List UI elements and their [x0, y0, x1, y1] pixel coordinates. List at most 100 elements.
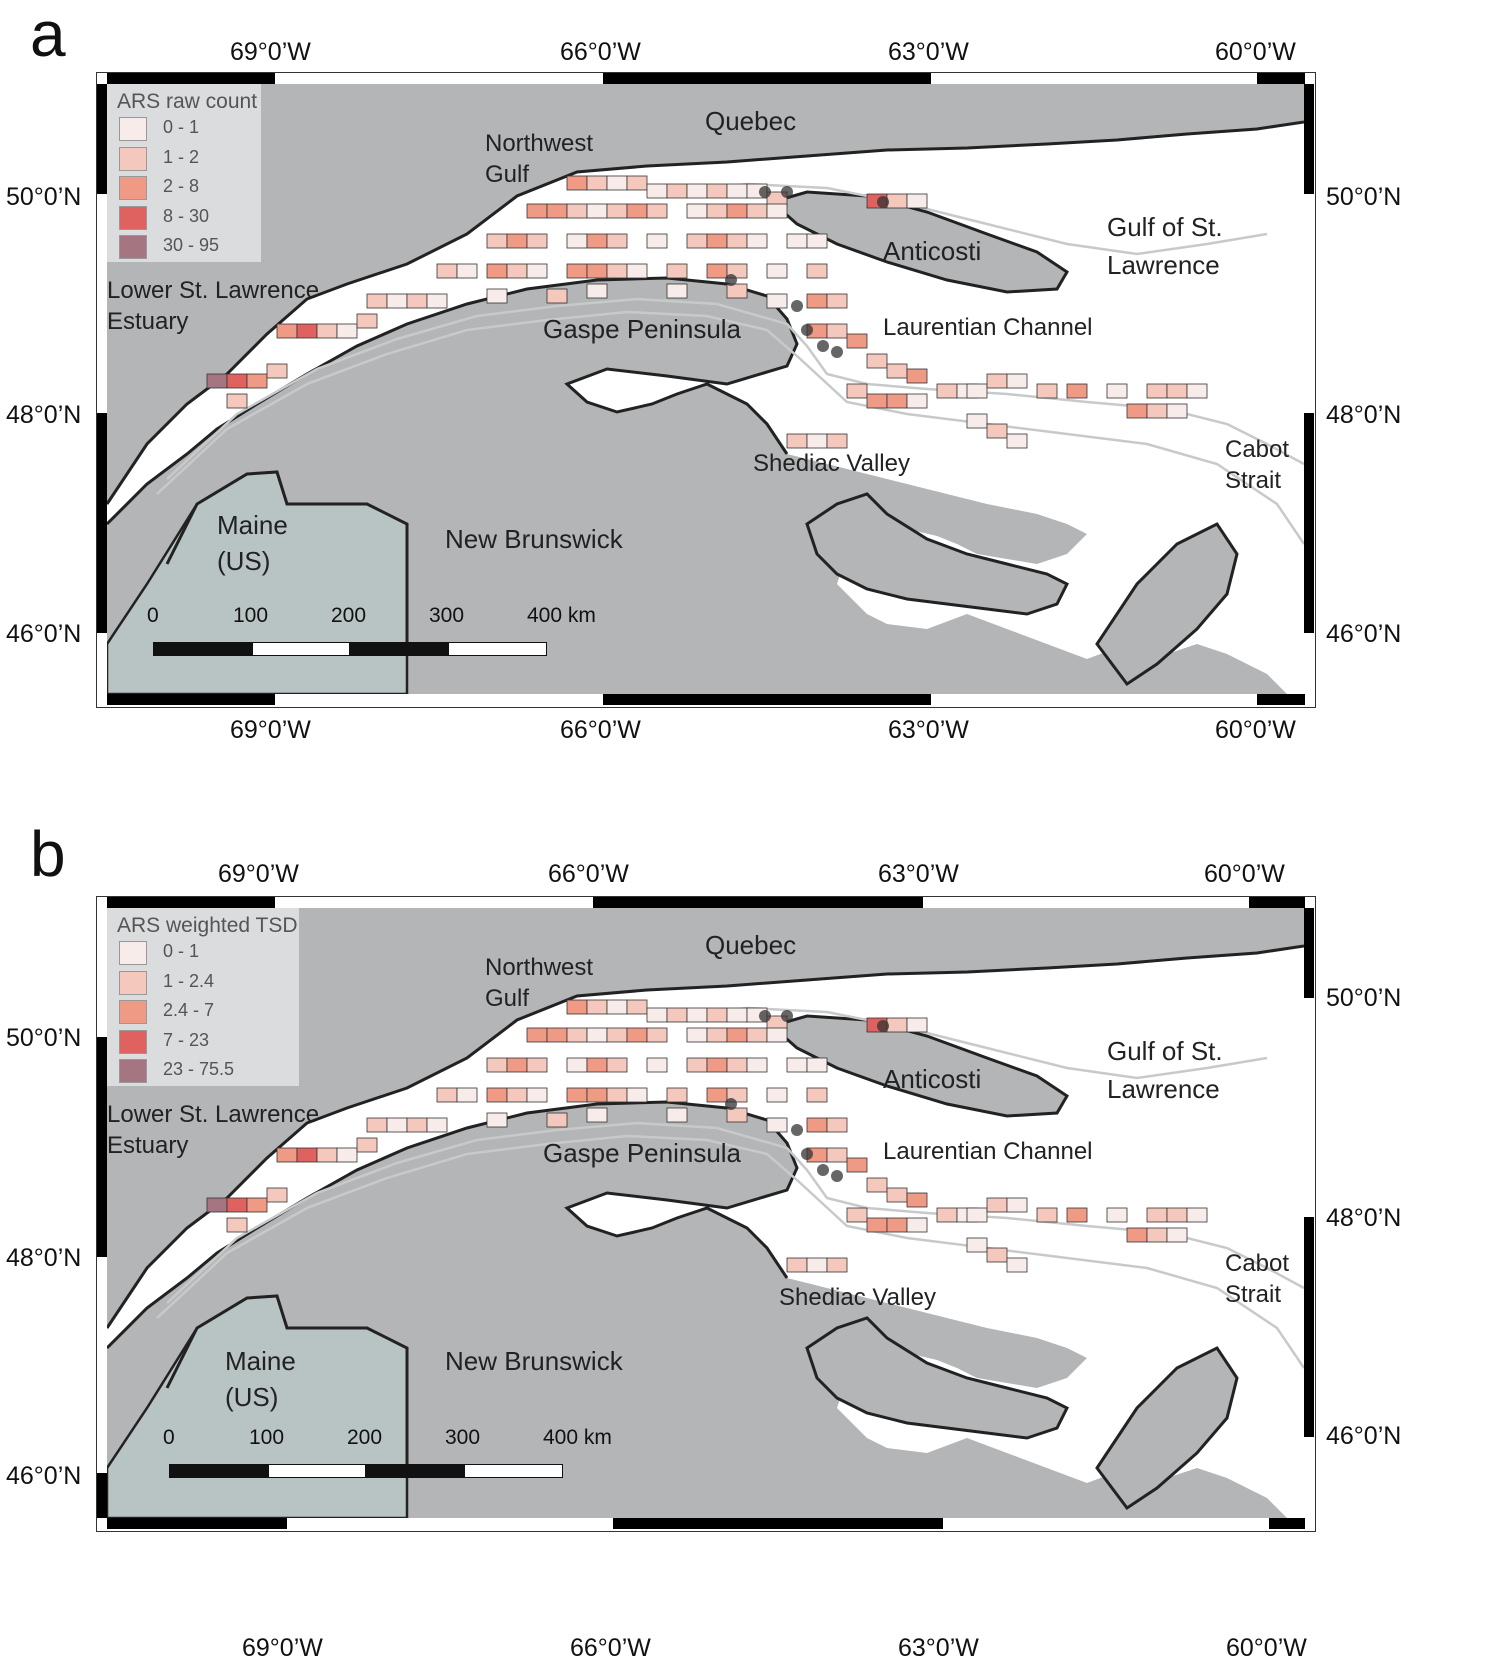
place-label-gulf: Gulf of St. [1107, 212, 1223, 242]
grid-cell [686, 1057, 708, 1073]
grid-cell [906, 368, 928, 384]
place-label-lower-estuary: Lower St. Lawrence [107, 277, 320, 304]
lat-label-right: 48°0’N [1326, 1204, 1402, 1232]
station-marker [831, 346, 843, 358]
graticule-edge [1304, 84, 1314, 194]
lat-label-left: 46°0’N [6, 620, 82, 648]
grid-cell [646, 1007, 668, 1023]
grid-cell [826, 1257, 848, 1273]
grid-cell [986, 1247, 1008, 1263]
grid-cell [626, 999, 648, 1015]
legend-swatch [119, 176, 147, 200]
grid-cell [486, 288, 508, 304]
grid-cell [806, 1087, 828, 1103]
grid-cell [666, 1007, 688, 1023]
grid-cell [846, 1207, 868, 1223]
grid-cell [566, 1027, 588, 1043]
graticule-edge [107, 1518, 287, 1529]
grid-cell [726, 1107, 748, 1123]
place-label-gulf: Gulf of St. [1107, 1036, 1223, 1066]
grid-cell [826, 1147, 848, 1163]
scale-tick-label: 100 [233, 604, 269, 627]
place-label-gaspe: Gaspe Peninsula [543, 314, 742, 344]
station-marker [725, 1098, 737, 1110]
grid-cell [386, 293, 408, 309]
grid-cell [766, 293, 788, 309]
grid-cell [586, 999, 608, 1015]
grid-cell [766, 203, 788, 219]
lon-label-bottom: 63°0’W [898, 1634, 979, 1662]
grid-cell [1006, 373, 1028, 389]
grid-cell [456, 1087, 478, 1103]
lon-label-top: 66°0’W [560, 38, 641, 66]
grid-cell [686, 1007, 708, 1023]
grid-cell [526, 233, 548, 249]
station-marker [759, 1010, 771, 1022]
grid-cell [486, 1112, 508, 1128]
grid-cell [246, 373, 268, 389]
graticule-edge [1269, 1518, 1305, 1529]
grid-cell [526, 203, 548, 219]
grid-cell [806, 1117, 828, 1133]
grid-cell [606, 263, 628, 279]
grid-cell [606, 999, 628, 1015]
grid-cell [646, 1027, 668, 1043]
grid-cell [1186, 383, 1208, 399]
lat-label-left: 50°0’N [6, 183, 82, 211]
grid-cell [566, 263, 588, 279]
grid-cell [1126, 1227, 1148, 1243]
place-label-laurentian: Laurentian Channel [883, 314, 1093, 341]
lon-label-top: 66°0’W [548, 860, 629, 888]
grid-cell [566, 203, 588, 219]
grid-cell [666, 183, 688, 199]
grid-cell [276, 323, 298, 339]
place-label-lower-estuary: Estuary [107, 308, 189, 335]
legend-label: 1 - 2 [163, 147, 200, 167]
isobath [666, 1006, 1268, 1080]
legend: ARS raw count 0 - 1 1 - 2 2 - 8 8 - 30 3… [107, 84, 261, 262]
graticule-edge [1257, 694, 1305, 705]
graticule-edge [613, 1518, 943, 1529]
place-label-maine: Maine [225, 1346, 296, 1376]
pei-island [807, 494, 1067, 614]
grid-cell [906, 1017, 928, 1033]
grid-cell [586, 1087, 608, 1103]
place-label-cabot: Cabot [1225, 1250, 1290, 1277]
grid-cell [866, 1217, 888, 1233]
grid-cell [666, 1087, 688, 1103]
cape-breton [1097, 1348, 1237, 1508]
grid-cell [906, 193, 928, 209]
graticule-edge [1257, 73, 1305, 84]
map-frame: ARS raw count 0 - 1 1 - 2 2 - 8 8 - 30 3… [96, 72, 1316, 708]
grid-cell [226, 1217, 248, 1233]
grid-cell [766, 1087, 788, 1103]
graticule-edge [1304, 1217, 1314, 1437]
grid-cell [706, 203, 728, 219]
graticule-edge [603, 694, 931, 705]
graticule-edge [1249, 897, 1305, 908]
grid-cell [606, 1057, 628, 1073]
legend-label: 2.4 - 7 [163, 1000, 215, 1020]
grid-cell [356, 313, 378, 329]
place-label-gulf: Lawrence [1107, 250, 1220, 280]
grid-cell [1166, 1227, 1188, 1243]
grid-cell [1166, 1207, 1188, 1223]
grid-cell [826, 1117, 848, 1133]
lon-label-top: 69°0’W [230, 38, 311, 66]
grid-cell [706, 1087, 728, 1103]
grid-cell [906, 393, 928, 409]
grid-cell [1146, 1227, 1168, 1243]
grid-cell [706, 1007, 728, 1023]
grid-cell [586, 233, 608, 249]
grid-cell [356, 1137, 378, 1153]
grid-cell [686, 233, 708, 249]
grid-cell [986, 373, 1008, 389]
graticule-edge [107, 694, 275, 705]
place-label-shediac: Shediac Valley [753, 450, 910, 477]
grid-cell [1036, 383, 1058, 399]
place-label-lower-estuary: Estuary [107, 1132, 189, 1159]
grid-cell [486, 233, 508, 249]
grid-cell [786, 1057, 808, 1073]
place-label-shediac: Shediac Valley [779, 1284, 936, 1311]
grid-cell [526, 1087, 548, 1103]
